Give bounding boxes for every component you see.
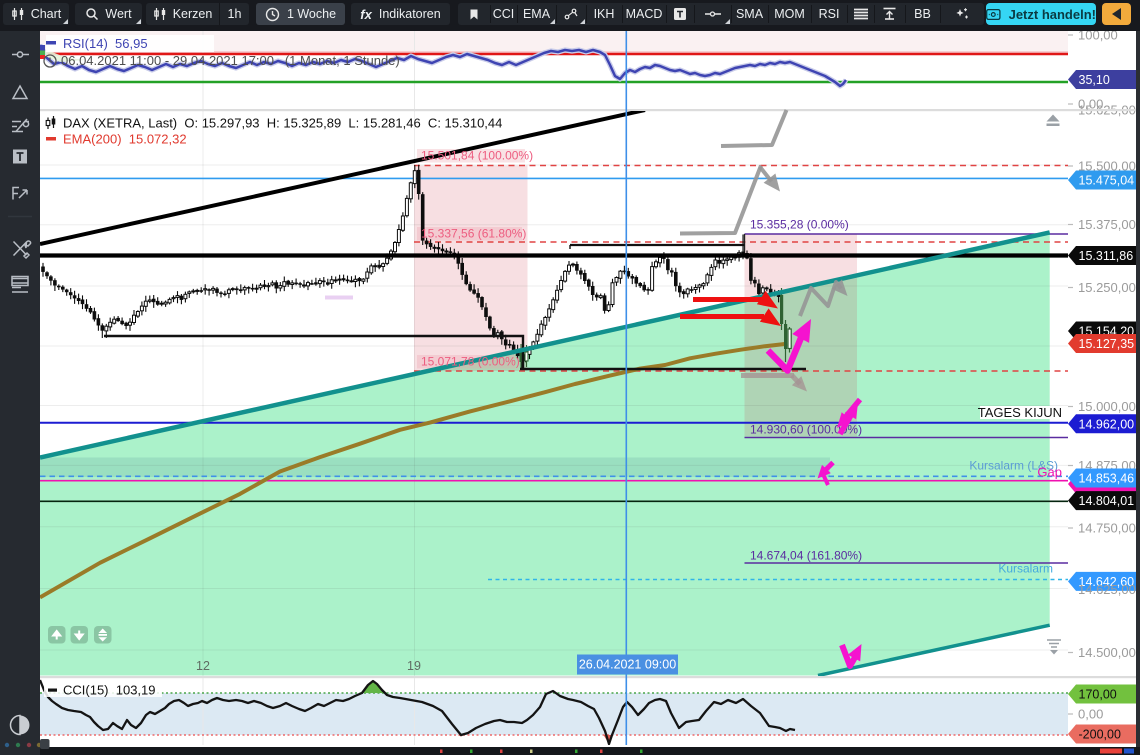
svg-text:15.501,84 (100.00%): 15.501,84 (100.00%) <box>421 149 533 163</box>
svg-text:TAGES KIJUN: TAGES KIJUN <box>978 405 1062 420</box>
svg-text:0,00: 0,00 <box>1078 707 1103 722</box>
svg-text:15.355,28 (0.00%): 15.355,28 (0.00%) <box>750 218 849 232</box>
svg-text:14.750,00: 14.750,00 <box>1078 521 1136 536</box>
svg-text:15.337,56 (61.80%): 15.337,56 (61.80%) <box>421 227 526 241</box>
svg-text:14.625,00: 14.625,00 <box>1078 582 1136 597</box>
svg-text:12: 12 <box>196 659 210 673</box>
svg-text:-200,00: -200,00 <box>1079 728 1121 742</box>
svg-text:15.500,00: 15.500,00 <box>1078 159 1136 174</box>
svg-text:100,00: 100,00 <box>1078 28 1118 43</box>
svg-text:RSI(14) 56,95: RSI(14) 56,95 <box>63 36 148 51</box>
svg-text:EMA(200) 15.072,32: EMA(200) 15.072,32 <box>63 132 187 147</box>
svg-text:26.04.2021 09:00: 26.04.2021 09:00 <box>579 658 676 672</box>
svg-text:14.804,01: 14.804,01 <box>1079 494 1135 508</box>
svg-text:14.930,60 (100.00%): 14.930,60 (100.00%) <box>750 423 862 437</box>
svg-text:15.250,00: 15.250,00 <box>1078 280 1136 295</box>
svg-text:Kursalarm (L&S): Kursalarm (L&S) <box>969 459 1058 473</box>
svg-text:15.000,00: 15.000,00 <box>1078 399 1136 414</box>
svg-text:35,10: 35,10 <box>1079 73 1110 87</box>
svg-text:15.311,86: 15.311,86 <box>1079 249 1134 263</box>
svg-text:15.071,78 (0.00%): 15.071,78 (0.00%) <box>421 355 520 369</box>
svg-text:14.674,04 (161.80%): 14.674,04 (161.80%) <box>750 549 862 563</box>
svg-text:170,00: 170,00 <box>1079 688 1117 702</box>
svg-text:06.04.2021 11:00 - 29.04.2021: 06.04.2021 11:00 - 29.04.2021 17:00 (1 M… <box>61 53 400 68</box>
svg-text:14.962,00: 14.962,00 <box>1079 417 1135 431</box>
svg-text:Gap: Gap <box>1037 465 1062 480</box>
svg-text:14.853,46: 14.853,46 <box>1079 472 1135 486</box>
svg-text:CCI(15) 103,19: CCI(15) 103,19 <box>63 683 156 698</box>
svg-text:19: 19 <box>407 659 421 673</box>
svg-text:DAX (XETRA, Last) O: 15.297,9: DAX (XETRA, Last) O: 15.297,93 H: 15.325… <box>63 116 502 131</box>
svg-text:14.500,00: 14.500,00 <box>1078 645 1136 660</box>
svg-text:15.127,35: 15.127,35 <box>1079 337 1135 351</box>
svg-text:0,00: 0,00 <box>1078 97 1103 112</box>
svg-text:15.475,04: 15.475,04 <box>1079 174 1135 188</box>
svg-text:15.375,00: 15.375,00 <box>1078 217 1136 232</box>
svg-text:14.642,60: 14.642,60 <box>1079 575 1135 589</box>
svg-text:Kursalarm: Kursalarm <box>998 562 1053 576</box>
